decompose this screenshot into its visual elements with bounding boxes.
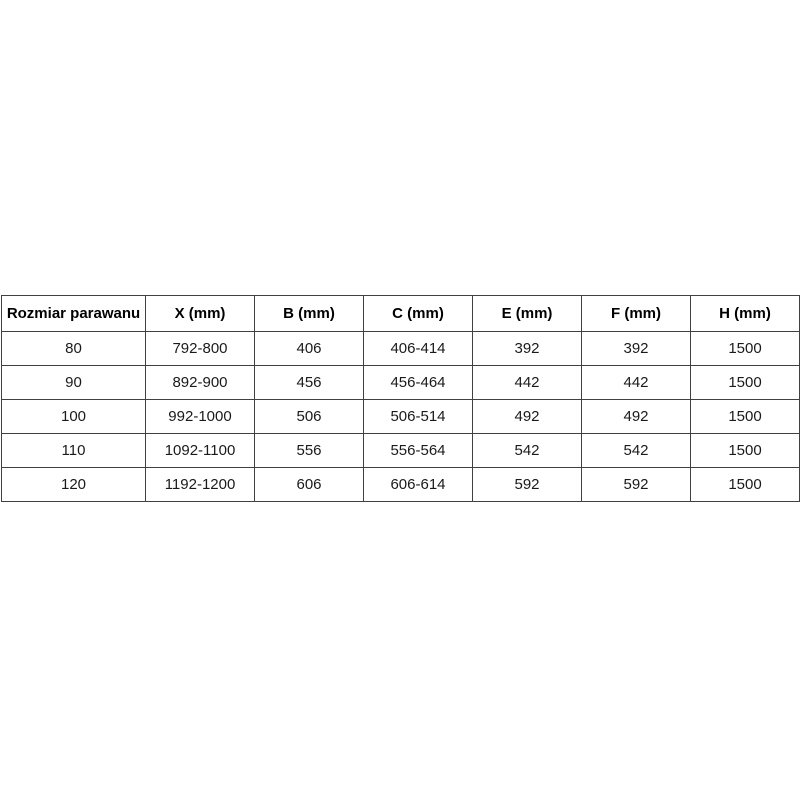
table-cell: 1092-1100 xyxy=(145,433,255,468)
table-cell: 542 xyxy=(581,433,691,468)
spec-table-head: Rozmiar parawanu X (mm) B (mm) C (mm) E (mm)… xyxy=(1,295,800,332)
table-row: 80 792-800 406 406-414 392 392 1500 xyxy=(1,331,800,366)
table-cell: 606-614 xyxy=(363,467,473,502)
table-cell: 110 xyxy=(1,433,146,468)
table-cell: 506 xyxy=(254,399,364,434)
table-cell: 406-414 xyxy=(363,331,473,366)
spec-table: Rozmiar parawanu X (mm) B (mm) C (mm) E (mm)… xyxy=(1,295,800,502)
header-cell: B (mm) xyxy=(254,295,364,332)
table-cell: 456 xyxy=(254,365,364,400)
table-cell: 592 xyxy=(472,467,582,502)
table-cell: 100 xyxy=(1,399,146,434)
table-cell: 542 xyxy=(472,433,582,468)
table-cell: 1500 xyxy=(690,365,800,400)
table-cell: 492 xyxy=(472,399,582,434)
table-cell: 1192-1200 xyxy=(145,467,255,502)
table-row: 100 992-1000 506 506-514 492 492 1500 xyxy=(1,399,800,434)
table-cell: 492 xyxy=(581,399,691,434)
table-cell: 792-800 xyxy=(145,331,255,366)
spec-table-body: 80 792-800 406 406-414 392 392 1500 90 892-900 45… xyxy=(1,331,800,502)
table-cell: 392 xyxy=(472,331,582,366)
header-cell: X (mm) xyxy=(145,295,255,332)
table-cell: 506-514 xyxy=(363,399,473,434)
table-cell: 1500 xyxy=(690,399,800,434)
header-cell: Rozmiar parawanu xyxy=(1,295,146,332)
table-cell: 892-900 xyxy=(145,365,255,400)
table-cell: 80 xyxy=(1,331,146,366)
header-cell: H (mm) xyxy=(690,295,800,332)
table-cell: 406 xyxy=(254,331,364,366)
table-cell: 442 xyxy=(472,365,582,400)
table-row: 120 1192-1200 606 606-614 592 592 1500 xyxy=(1,467,800,502)
table-cell: 1500 xyxy=(690,331,800,366)
table-cell: 392 xyxy=(581,331,691,366)
table-cell: 1500 xyxy=(690,467,800,502)
table-row: 110 1092-1100 556 556-564 542 542 1500 xyxy=(1,433,800,468)
table-cell: 442 xyxy=(581,365,691,400)
table-cell: 606 xyxy=(254,467,364,502)
header-cell: F (mm) xyxy=(581,295,691,332)
header-cell: C (mm) xyxy=(363,295,473,332)
table-cell: 592 xyxy=(581,467,691,502)
table-row: 90 892-900 456 456-464 442 442 1500 xyxy=(1,365,800,400)
table-cell: 456-464 xyxy=(363,365,473,400)
table-cell: 556-564 xyxy=(363,433,473,468)
table-cell: 1500 xyxy=(690,433,800,468)
spec-table-container: Rozmiar parawanu X (mm) B (mm) C (mm) E (mm)… xyxy=(1,295,800,502)
table-cell: 992-1000 xyxy=(145,399,255,434)
table-cell: 90 xyxy=(1,365,146,400)
header-row: Rozmiar parawanu X (mm) B (mm) C (mm) E (mm)… xyxy=(1,295,800,332)
header-cell: E (mm) xyxy=(472,295,582,332)
table-cell: 556 xyxy=(254,433,364,468)
table-cell: 120 xyxy=(1,467,146,502)
